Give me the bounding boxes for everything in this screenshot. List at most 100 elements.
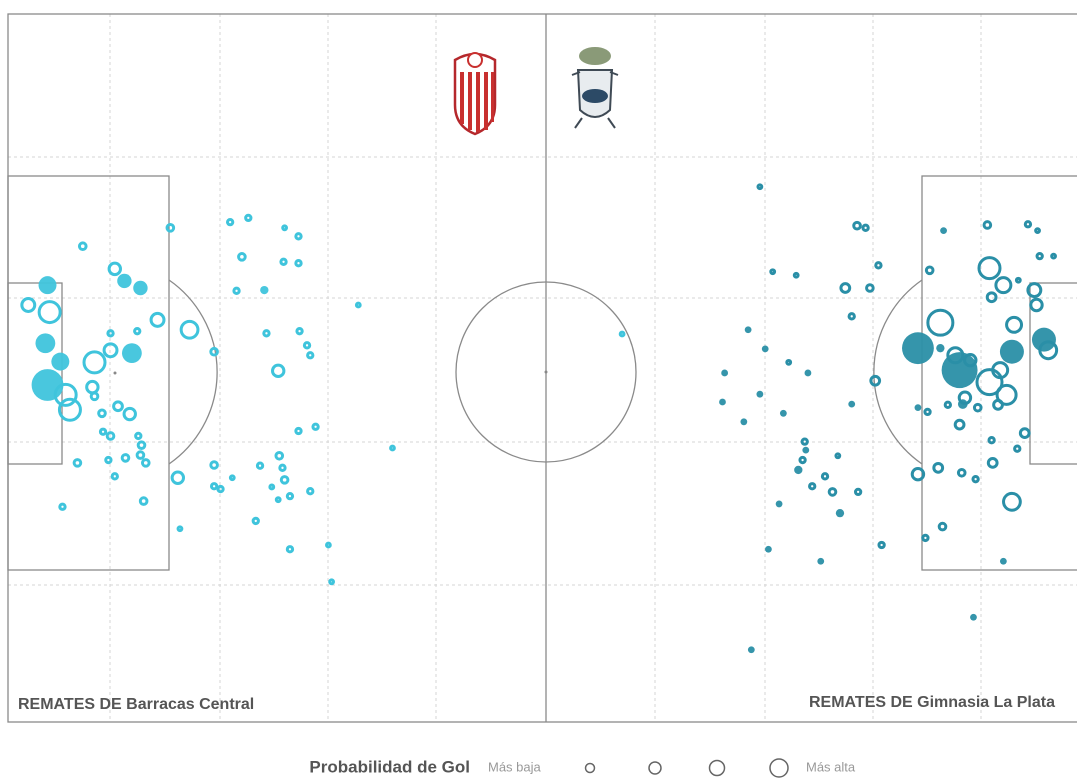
shot (747, 646, 755, 654)
shot (225, 217, 235, 227)
legend-low: Más baja (488, 759, 542, 774)
shot (1034, 227, 1041, 235)
shot (102, 342, 119, 359)
shot (209, 346, 219, 357)
shot (970, 613, 977, 621)
shot (972, 402, 983, 413)
shot (740, 418, 748, 426)
shot (618, 330, 626, 338)
shot (975, 368, 1004, 397)
shot (914, 404, 922, 412)
shot (1023, 220, 1033, 229)
shot (285, 545, 295, 554)
penalty-arc (168, 279, 218, 465)
shot (165, 223, 176, 233)
shot (940, 227, 947, 235)
shot (721, 369, 729, 377)
shot (910, 467, 926, 482)
shot (775, 500, 783, 508)
team-label: REMATES DE Gimnasia La Plata (809, 694, 1055, 711)
shot (274, 450, 285, 461)
shot (779, 409, 787, 417)
shot (232, 286, 241, 295)
center-spot (544, 370, 548, 374)
shot (302, 341, 312, 350)
shot (237, 252, 247, 262)
shot (209, 482, 219, 491)
shot (57, 397, 82, 422)
shot (260, 285, 269, 295)
shot (946, 346, 965, 365)
shot (769, 268, 777, 276)
shot (1050, 252, 1057, 260)
shot (957, 399, 968, 409)
center-circle (455, 281, 637, 463)
pitch-grid (8, 14, 1077, 722)
shot (943, 400, 952, 409)
shot (902, 332, 934, 365)
shot (719, 398, 726, 406)
shot (179, 319, 200, 340)
shot (133, 327, 142, 336)
shot (262, 329, 271, 338)
shot (82, 350, 107, 375)
shot (105, 431, 116, 441)
shot (1031, 327, 1056, 352)
shot (936, 344, 945, 353)
shot (923, 407, 932, 417)
shot (926, 308, 955, 337)
shot (794, 465, 803, 475)
shot (932, 461, 945, 474)
shot (992, 398, 1004, 411)
shot (176, 525, 184, 533)
shot (995, 383, 1018, 406)
shot (37, 300, 62, 325)
shot (325, 541, 332, 549)
shot (255, 461, 265, 470)
shot (89, 391, 100, 402)
shot (785, 358, 793, 366)
shot (120, 453, 131, 463)
shot (294, 426, 303, 436)
shot (170, 470, 186, 485)
shot (1035, 251, 1044, 261)
shot (268, 483, 276, 491)
shot (274, 496, 282, 504)
shot (110, 472, 119, 481)
shot (804, 369, 812, 377)
shot (306, 351, 315, 360)
shot (107, 261, 123, 277)
shot (991, 361, 1010, 380)
shot (104, 455, 113, 465)
shot (244, 213, 253, 223)
shot (808, 482, 817, 491)
shot (963, 353, 978, 368)
shot (985, 291, 998, 304)
shot (294, 259, 303, 268)
shot (798, 455, 807, 465)
legend-high: Más alta (806, 759, 856, 774)
shot (848, 400, 856, 408)
legend-size (584, 762, 596, 774)
shot (835, 508, 845, 518)
shot (820, 472, 830, 481)
shot (138, 496, 149, 506)
shot (133, 280, 148, 296)
team-label: REMATES DE Barracas Central (18, 696, 254, 713)
shot (1002, 491, 1022, 512)
shot (744, 326, 752, 334)
shot (134, 431, 143, 441)
shot (971, 474, 980, 484)
six-yard-box (7, 282, 63, 465)
shot (765, 545, 772, 553)
shot (72, 458, 83, 468)
shot (761, 345, 769, 353)
shot (51, 352, 70, 371)
shot (874, 261, 883, 270)
shot (209, 460, 219, 470)
shot (827, 487, 838, 497)
shot (999, 557, 1007, 565)
shot (937, 521, 948, 532)
shot (135, 450, 146, 460)
shot (986, 456, 999, 469)
